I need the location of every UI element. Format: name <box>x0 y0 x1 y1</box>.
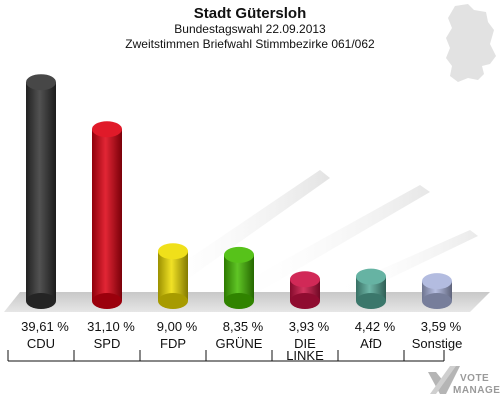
category-label-spd: SPD <box>94 336 121 351</box>
category-label-fdp: FDP <box>160 336 186 351</box>
category-label-die-linke: DIE LINKE <box>286 336 324 363</box>
category-labels-group: CDU SPD FDP GRÜNE DIE LINKE AfD Sonstige <box>27 336 462 363</box>
chart-subtitle-district: Zweitstimmen Briefwahl Stimmbezirke 061/… <box>125 37 375 51</box>
category-axis <box>7 350 445 362</box>
bar-cdu <box>26 74 56 309</box>
bar-spd <box>92 121 122 309</box>
value-label-die-linke: 3,93 % <box>289 319 330 334</box>
bar-die-linke <box>290 271 320 309</box>
category-label-sonstige: Sonstige <box>412 336 463 351</box>
bar-afd <box>356 268 386 309</box>
value-label-afd: 4,42 % <box>355 319 396 334</box>
bar-fdp <box>158 243 188 309</box>
bar-gr-ne <box>224 246 254 309</box>
value-labels-group: 39,61 % 31,10 % 9,00 % 8,35 % 3,93 % 4,42 % 3,… <box>21 319 462 334</box>
logo-line-1: VOTE <box>460 373 489 384</box>
chart-subtitle-date: Bundestagswahl 22.09.2013 <box>174 22 326 36</box>
value-label-fdp: 9,00 % <box>157 319 198 334</box>
vote-manager-logo: VOTE MANAGER <box>428 366 500 396</box>
value-label-sonstige: 3,59 % <box>421 319 462 334</box>
germany-map-icon <box>446 4 496 82</box>
value-label-spd: 31,10 % <box>87 319 135 334</box>
category-label-afd: AfD <box>360 336 382 351</box>
bar-sonstige <box>422 273 452 309</box>
checkmark-x-icon <box>428 366 460 394</box>
category-label-gr-ne: GRÜNE <box>216 336 263 351</box>
chart-title: Stadt Gütersloh <box>194 5 307 22</box>
bars-group <box>26 74 452 309</box>
value-label-cdu: 39,61 % <box>21 319 69 334</box>
logo-line-2: MANAGER <box>453 385 500 396</box>
category-label-cdu: CDU <box>27 336 55 351</box>
value-label-gr-ne: 8,35 % <box>223 319 264 334</box>
